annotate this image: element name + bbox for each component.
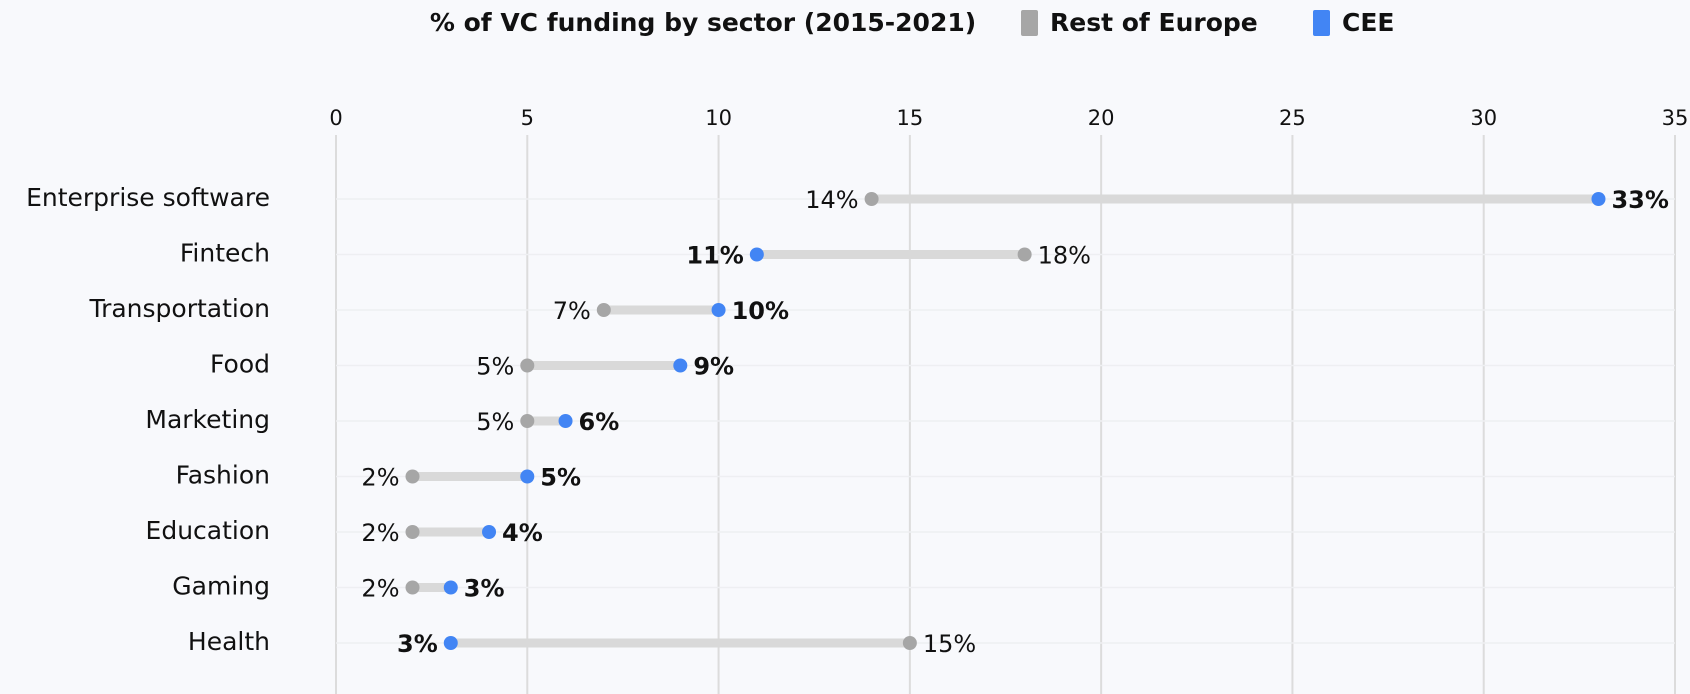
value-label: 5% (476, 408, 514, 436)
dot (405, 580, 420, 595)
dot (1017, 247, 1032, 262)
value-label: 2% (361, 519, 399, 547)
dot (596, 303, 611, 317)
x-tick-label: 0 (329, 106, 342, 130)
x-tick-label: 15 (896, 106, 923, 130)
y-tick-label: Health (188, 627, 270, 656)
value-label: 18% (1038, 242, 1091, 270)
dot (673, 358, 688, 373)
value-label: 7% (553, 297, 591, 325)
value-label: 2% (361, 464, 399, 492)
y-tick-label: Fintech (180, 239, 270, 268)
x-tick-label: 35 (1662, 106, 1689, 130)
x-tick-label: 20 (1088, 106, 1115, 130)
dot (482, 525, 497, 539)
dot (711, 303, 726, 317)
value-label: 2% (361, 575, 399, 603)
value-label: 3% (397, 630, 438, 658)
dot (443, 580, 458, 595)
value-label: 10% (732, 297, 789, 325)
x-tick-label: 10 (705, 106, 732, 130)
legend-label: CEE (1342, 8, 1395, 37)
value-label: 9% (693, 353, 734, 381)
value-label: 5% (540, 464, 581, 492)
dot (520, 358, 535, 373)
value-label: 11% (686, 242, 743, 270)
x-tick-label: 30 (1470, 106, 1497, 130)
y-tick-label: Fashion (176, 461, 270, 490)
y-tick-label: Food (210, 350, 270, 379)
value-label: 3% (464, 575, 505, 603)
x-tick-label: 25 (1279, 106, 1306, 130)
legend-swatch (1021, 10, 1038, 36)
dot (443, 636, 458, 650)
dot (749, 247, 764, 262)
dot (864, 192, 879, 206)
y-tick-label: Enterprise software (26, 183, 270, 212)
value-label: 33% (1611, 186, 1668, 214)
value-label: 14% (805, 186, 858, 214)
dot (405, 469, 420, 484)
y-tick-label: Gaming (172, 572, 270, 601)
value-label: 4% (502, 519, 543, 547)
value-label: 5% (476, 353, 514, 381)
dot (902, 636, 917, 650)
value-label: 6% (579, 408, 620, 436)
legend-swatch (1313, 10, 1330, 36)
chart-title: % of VC funding by sector (2015-2021) (430, 8, 976, 37)
y-tick-label: Marketing (145, 405, 270, 434)
x-tick-label: 5 (521, 106, 534, 130)
dot (520, 414, 535, 428)
dot (1591, 192, 1606, 206)
y-tick-label: Education (146, 516, 270, 545)
dot (520, 469, 535, 484)
legend-label: Rest of Europe (1050, 8, 1258, 37)
y-tick-label: Transportation (88, 294, 270, 323)
dot (558, 414, 573, 428)
value-label: 15% (923, 630, 976, 658)
dot (405, 525, 420, 539)
